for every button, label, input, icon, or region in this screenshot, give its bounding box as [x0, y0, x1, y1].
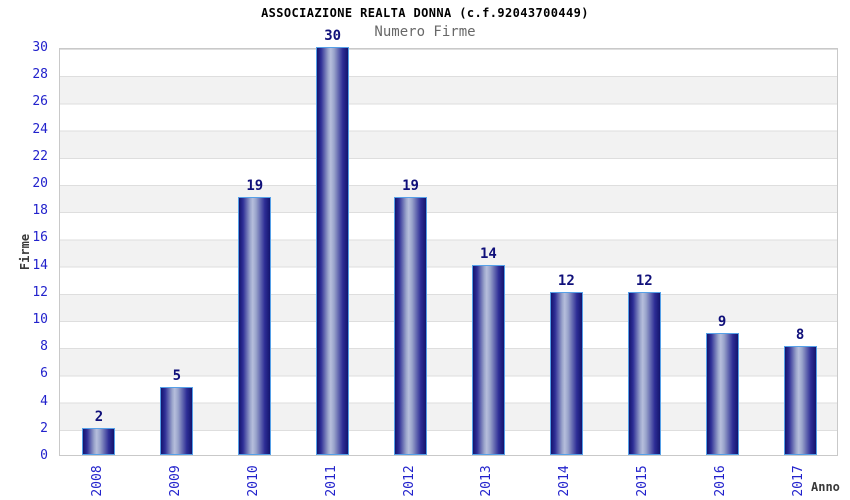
y-tick-label-0: 0 [40, 448, 48, 463]
x-tick-label-2016: 2016 [713, 465, 729, 497]
chart-title: ASSOCIAZIONE REALTA DONNA (c.f.920437004… [261, 6, 589, 20]
bar-2010 [238, 196, 272, 455]
y-tick-label-10: 10 [32, 312, 48, 327]
y-tick-label-8: 8 [40, 339, 48, 355]
x-tick-label-2008: 2008 [89, 465, 105, 497]
bar-value-label: 19 [246, 177, 264, 194]
x-tick-label-2010: 2010 [245, 465, 261, 497]
x-tick-label-2015: 2015 [635, 465, 651, 497]
bar-2015 [627, 291, 661, 455]
x-axis-title: Anno [811, 480, 840, 494]
y-tick-label-20: 20 [32, 176, 48, 191]
y-tick-label-12: 12 [32, 284, 48, 300]
bar-2008 [82, 427, 116, 455]
y-tick-label-24: 24 [32, 121, 48, 137]
bar-value-label: 19 [402, 177, 419, 194]
x-tick-label-2011: 2011 [323, 465, 339, 497]
bar-value-label: 9 [717, 313, 727, 330]
bar-value-label: 8 [795, 327, 805, 344]
y-tick-label-22: 22 [32, 148, 48, 164]
bar-value-label: 5 [172, 368, 182, 384]
y-tick-label-4: 4 [40, 393, 48, 409]
bar-2013 [471, 264, 505, 455]
x-tick-label-2014: 2014 [557, 465, 573, 497]
plot-area: 2 5 19 30 19 14 12 12 9 8 [59, 29, 838, 456]
y-tick-label-14: 14 [32, 257, 48, 273]
x-tick-label-2017: 2017 [791, 465, 807, 497]
chart-subtitle: Numero Firme [374, 24, 476, 40]
x-tick-label-2012: 2012 [401, 465, 417, 497]
bar-2014 [549, 291, 583, 455]
bar-value-label: 14 [480, 245, 497, 262]
bar-value-label: 12 [557, 272, 575, 289]
y-tick-label-6: 6 [40, 366, 48, 382]
y-tick-label-2: 2 [40, 420, 48, 436]
bar-2009 [160, 387, 194, 455]
bar-2012 [394, 196, 428, 455]
y-tick-label-30: 30 [32, 40, 48, 55]
y-tick-label-26: 26 [32, 94, 48, 110]
y-tick-label-28: 28 [32, 67, 48, 83]
bar-2011 [316, 47, 350, 455]
x-tick-label-2009: 2009 [167, 465, 183, 497]
bar-2017 [783, 346, 817, 455]
x-tick-label-2013: 2013 [479, 465, 495, 497]
bar-2016 [705, 332, 739, 455]
y-tick-label-18: 18 [32, 203, 48, 219]
bar-value-label: 2 [94, 408, 104, 425]
bar-value-label: 12 [635, 272, 653, 289]
y-tick-label-16: 16 [32, 230, 48, 246]
bar-value-label: 30 [324, 28, 342, 44]
